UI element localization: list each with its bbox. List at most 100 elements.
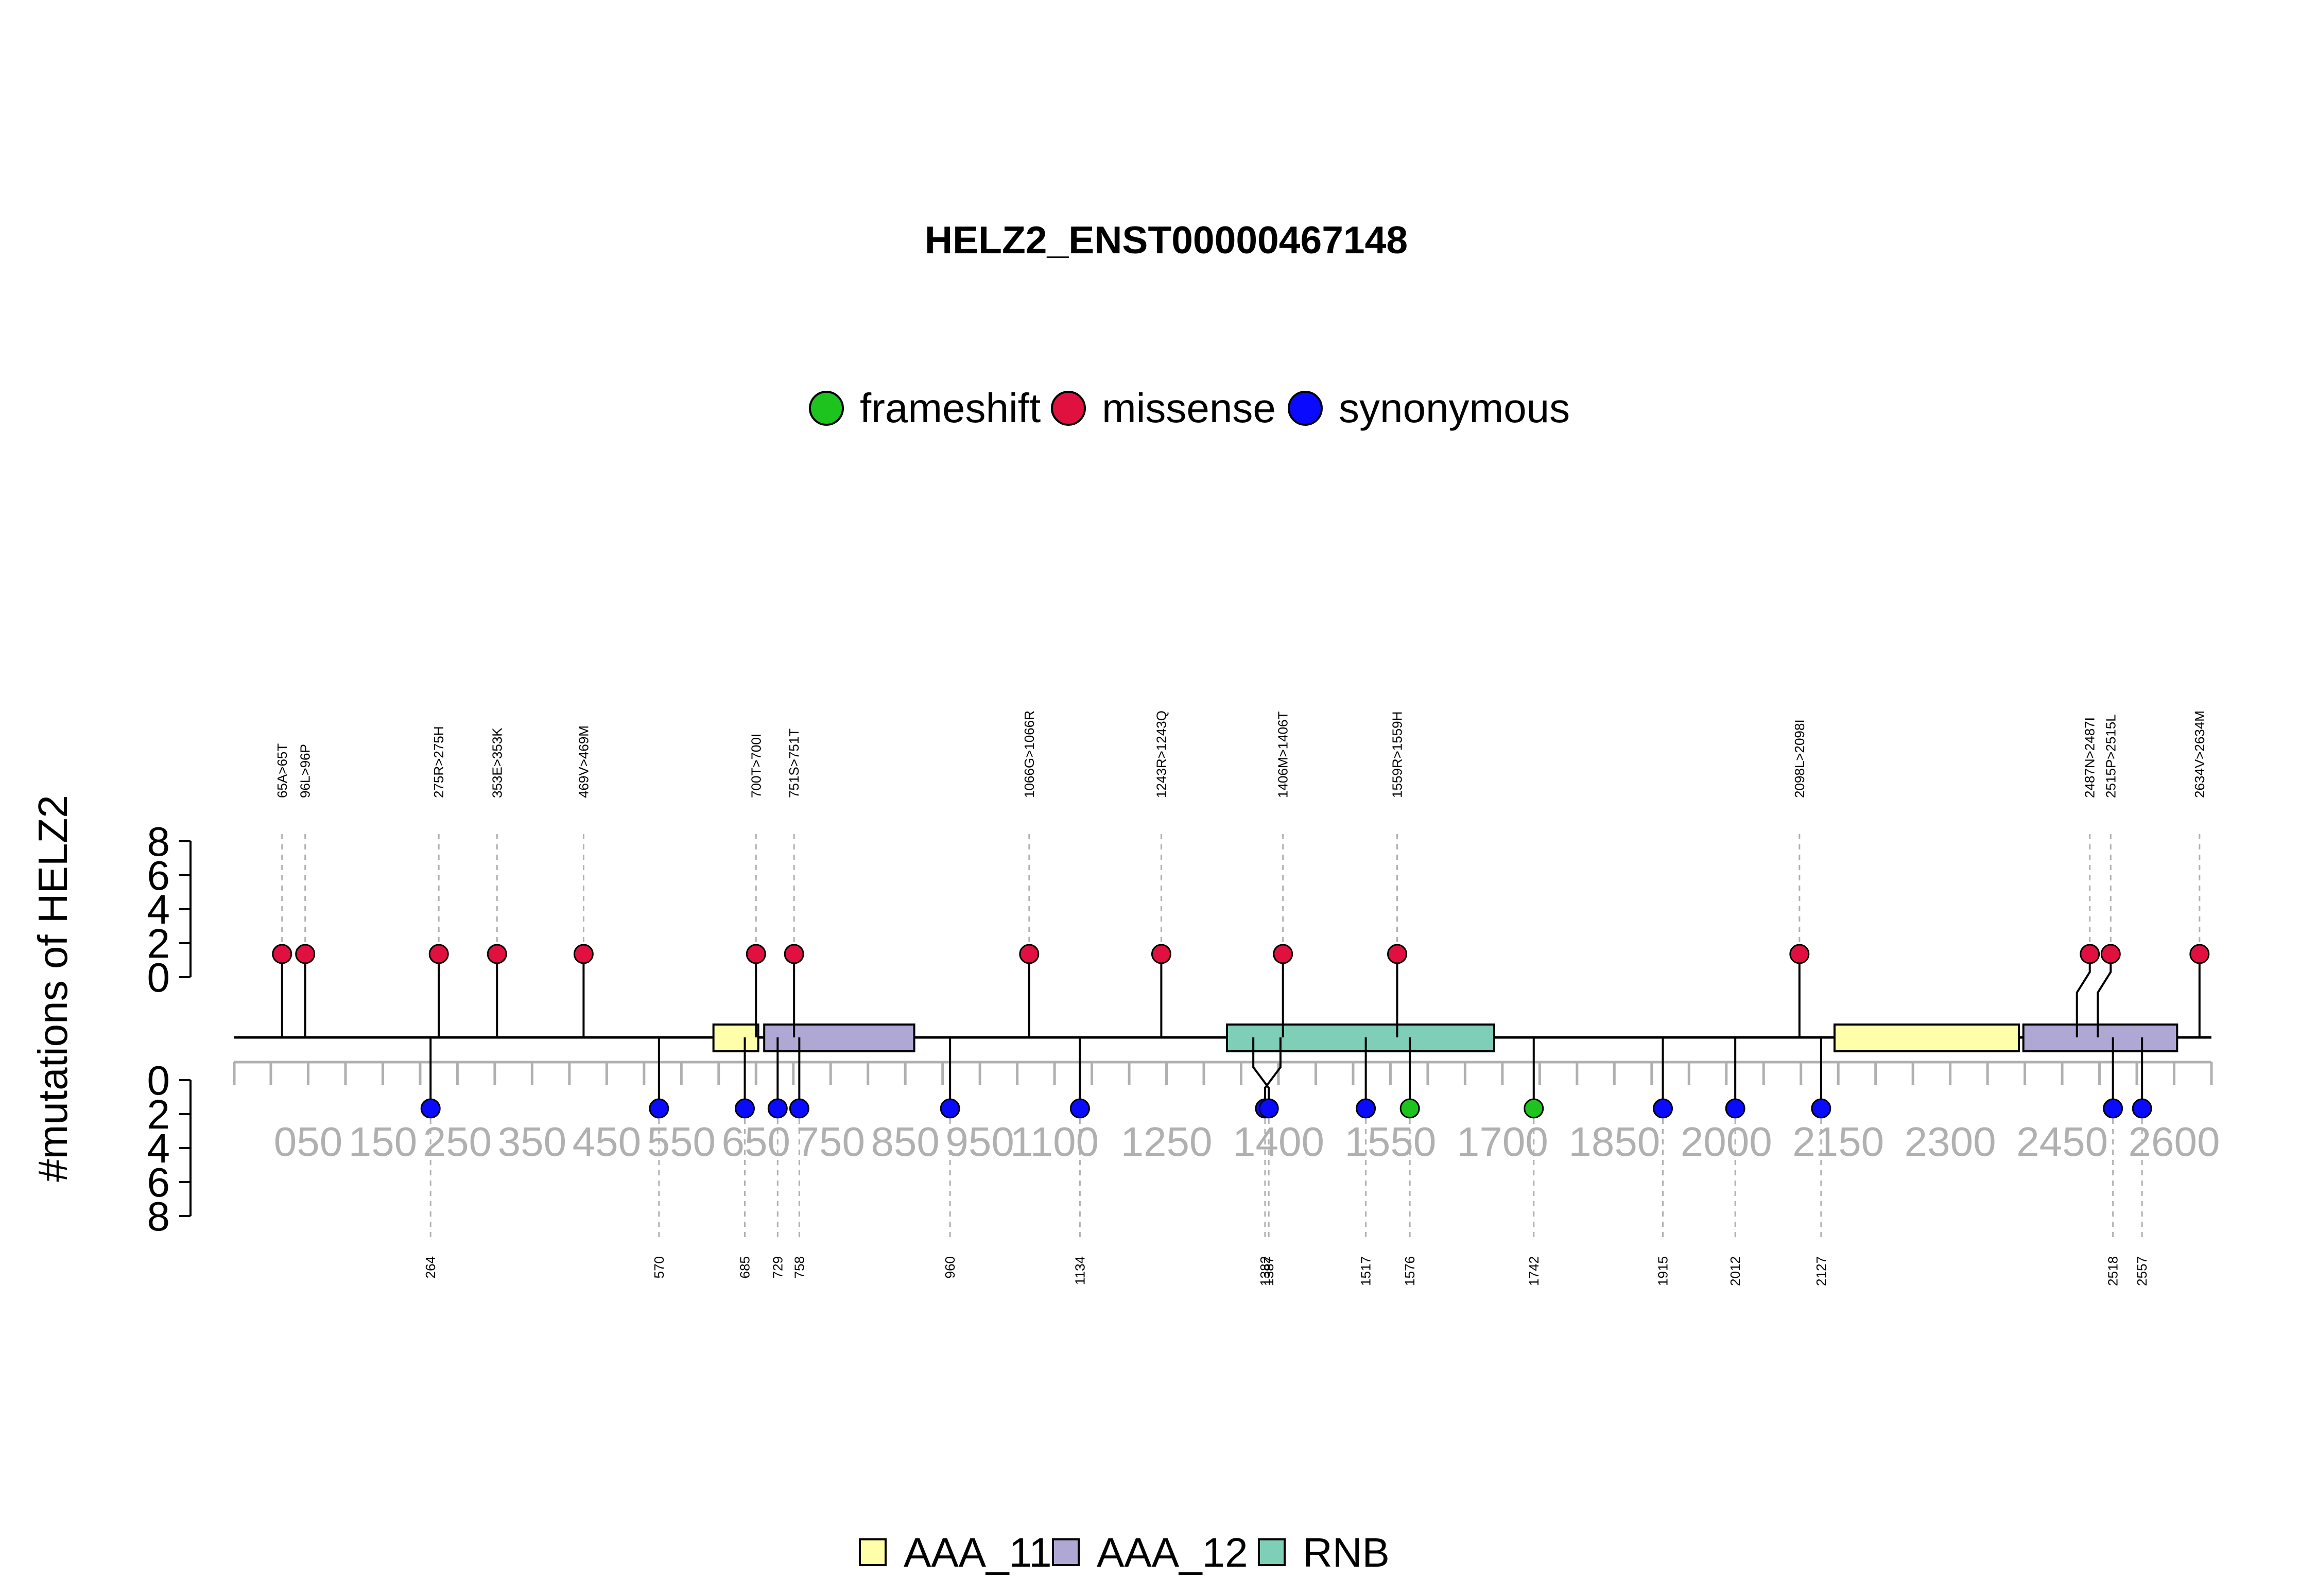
y-tick-label-top-2: 2	[147, 921, 170, 966]
mutation-275R>275H-label: 275R>275H	[431, 726, 446, 799]
domain-legend-box-AAA_11	[859, 1538, 887, 1566]
mutation-264-point	[420, 1098, 441, 1119]
mutation-2515P>2515L-point	[2100, 944, 2121, 964]
mutation-65A>65T-point	[272, 944, 292, 964]
mutation-1387-label: 1387	[1261, 1256, 1276, 1286]
mutation-685-point	[735, 1098, 755, 1119]
mutation-751S>751T-label: 751S>751T	[786, 728, 802, 798]
mutation-1742-label: 1742	[1526, 1256, 1542, 1286]
x-tick-label-2000: 2000	[1681, 1119, 1772, 1165]
mutation-1243R>1243Q-label: 1243R>1243Q	[1153, 710, 1169, 798]
mutation-96L>96P-point	[295, 944, 316, 964]
mutation-1576-label: 1576	[1402, 1256, 1417, 1286]
x-tick-label-150: 150	[349, 1119, 417, 1165]
domain-AAA_11-3	[1833, 1023, 2020, 1052]
mutation-1517-label: 1517	[1358, 1256, 1374, 1286]
legend-marker-missense	[1051, 391, 1086, 426]
mutation-1742-point	[1524, 1098, 1544, 1119]
mutation-1243R>1243Q-point	[1151, 944, 1171, 964]
mutation-353E>353K-point	[487, 944, 507, 964]
mutation-2127-label: 2127	[1813, 1256, 1829, 1286]
mutation-type-legend: frameshift missense synonymous	[809, 385, 1570, 431]
y-tick-label-top-6: 6	[147, 853, 170, 898]
legend-label-frameshift: frameshift	[860, 385, 1041, 431]
y-tick-label-top-8: 8	[147, 819, 170, 864]
mutation-570-point	[649, 1098, 669, 1119]
domain-legend: AAA_11 AAA_12 RNB	[859, 1530, 1390, 1575]
y-tick-label-bottom-8: 8	[147, 1193, 170, 1239]
mutation-2127-point	[1811, 1098, 1831, 1119]
mutation-1576-point	[1399, 1098, 1420, 1119]
mutation-2634V>2634M-label: 2634V>2634M	[2192, 710, 2207, 798]
y-tick-label-bottom-6: 6	[147, 1159, 170, 1205]
mutation-1387-point	[1258, 1098, 1279, 1119]
mutation-960-label: 960	[942, 1256, 958, 1278]
mutation-2634V>2634M-point	[2189, 944, 2210, 964]
x-tick-label-850: 850	[871, 1119, 939, 1165]
mutation-96L>96P-label: 96L>96P	[298, 744, 313, 798]
x-tick-label-2150: 2150	[1792, 1119, 1884, 1165]
mutation-2515P>2515L-label: 2515P>2515L	[2103, 714, 2118, 798]
mutation-1134-point	[1069, 1098, 1090, 1119]
mutation-2487N>2487I-point	[2080, 944, 2100, 964]
mutation-275R>275H-point	[428, 944, 449, 964]
mutation-2557-label: 2557	[2134, 1256, 2150, 1286]
mutation-1382-stem	[1264, 1037, 1282, 1108]
y-tick-label-bottom-0: 0	[147, 1057, 170, 1103]
mutation-570-label: 570	[651, 1256, 667, 1278]
y-tick-label-bottom-2: 2	[147, 1091, 170, 1137]
legend-label-missense: missense	[1102, 385, 1276, 431]
domain-AAA_11-0	[712, 1023, 759, 1052]
mutation-353E>353K-label: 353E>353K	[489, 727, 505, 798]
mutation-2557-point	[2132, 1098, 2152, 1119]
top-mutations: 65A>65T 96L>96P 275R>275H 353E>353K 469V>469…	[272, 710, 2210, 1037]
mutation-2012-label: 2012	[1727, 1256, 1743, 1286]
mutation-1559R>1559H-point	[1387, 944, 1407, 964]
x-tick-label-1700: 1700	[1457, 1119, 1548, 1165]
legend-marker-synonymous	[1288, 391, 1323, 426]
chart-title: HELZ2_ENST00000467148	[925, 218, 1408, 262]
mutation-700T>700I-label: 700T>700I	[748, 734, 764, 798]
x-tick-label-250: 250	[423, 1119, 492, 1165]
mutation-469V>469M-label: 469V>469M	[576, 725, 591, 798]
x-tick-label-750: 750	[796, 1119, 864, 1165]
mutation-1915-label: 1915	[1655, 1256, 1671, 1286]
x-tick-label-1100: 1100	[1010, 1119, 1099, 1165]
mutation-1066G>1066R-point	[1019, 944, 1040, 964]
mutation-2012-point	[1725, 1098, 1745, 1119]
y-tick-label-top-4: 4	[147, 887, 170, 932]
y-axis-label: #mutations of HELZ2	[30, 795, 76, 1182]
legend-marker-frameshift	[809, 391, 844, 426]
domain-AAA_12-1	[763, 1023, 915, 1052]
x-tick-label-2600: 2600	[2129, 1119, 2220, 1165]
x-tick-label-1550: 1550	[1344, 1119, 1436, 1165]
x-tick-label-2450: 2450	[2016, 1119, 2108, 1165]
y-tick-label-bottom-4: 4	[147, 1125, 170, 1171]
mutation-729-label: 729	[770, 1256, 785, 1278]
mutation-1406M>1406T-label: 1406M>1406T	[1275, 711, 1291, 798]
mutation-1134-label: 1134	[1072, 1256, 1087, 1285]
x-tick-label-350: 350	[498, 1119, 566, 1165]
mutation-758-point	[789, 1098, 809, 1119]
x-tick-label-2300: 2300	[1905, 1119, 1996, 1165]
mutation-729-point	[767, 1098, 788, 1119]
mutation-960-point	[940, 1098, 960, 1119]
mutation-758-label: 758	[791, 1256, 807, 1278]
domain-legend-label-RNB: RNB	[1303, 1530, 1390, 1575]
mutation-1066G>1066R-label: 1066G>1066R	[1022, 710, 1037, 798]
legend-label-synonymous: synonymous	[1339, 385, 1570, 431]
mutation-2098L>2098I-label: 2098L>2098I	[1792, 719, 1807, 798]
mutation-2518-point	[2103, 1098, 2123, 1119]
mutation-469V>469M-point	[573, 944, 594, 964]
y-tick-label-top-0: 0	[147, 955, 170, 1000]
domain-legend-box-RNB	[1258, 1538, 1286, 1566]
mutation-685-label: 685	[737, 1256, 753, 1278]
mutation-1517-point	[1356, 1098, 1376, 1119]
domain-RNB-2	[1225, 1023, 1495, 1052]
x-tick-label-950: 950	[945, 1119, 1014, 1165]
